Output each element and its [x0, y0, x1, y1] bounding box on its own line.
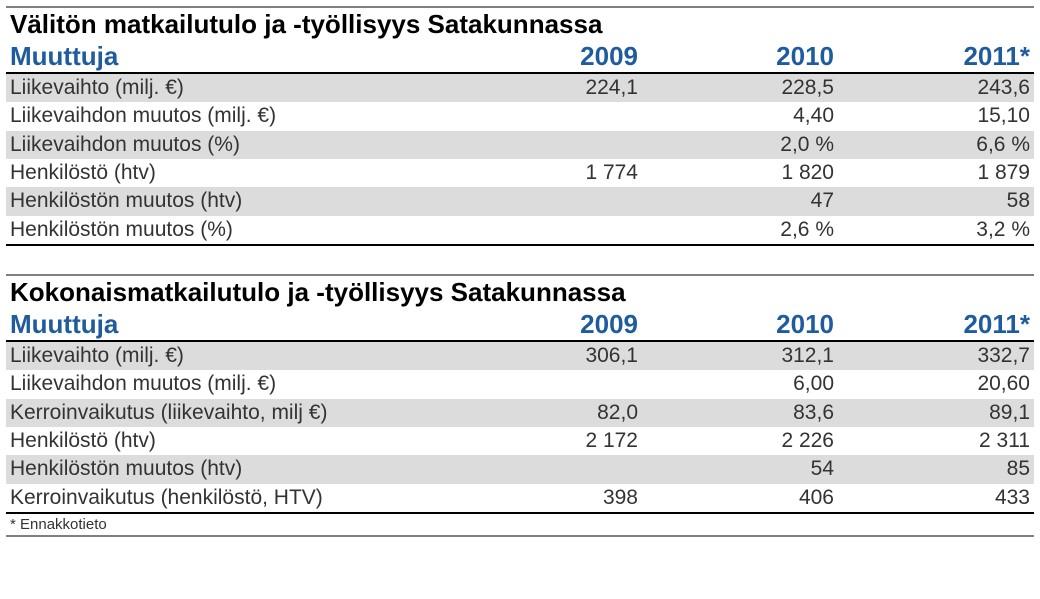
row-value: 1 774 [446, 159, 642, 187]
row-value: 82,0 [446, 399, 642, 427]
section-total-tourism-income: Kokonaismatkailutulo ja -työllisyys Sata… [6, 274, 1034, 537]
row-value [446, 187, 642, 215]
table-row: Henkilöstön muutos (htv) 54 85 [6, 455, 1034, 483]
table-row: Henkilöstön muutos (%) 2,6 % 3,2 % [6, 216, 1034, 244]
row-label: Liikevaihdon muutos (milj. €) [6, 102, 446, 130]
row-value: 54 [642, 455, 838, 483]
row-value: 6,00 [642, 370, 838, 398]
table-row: Liikevaihdon muutos (milj. €) 6,00 20,60 [6, 370, 1034, 398]
row-label: Kerroinvaikutus (liikevaihto, milj €) [6, 399, 446, 427]
row-label: Liikevaihto (milj. €) [6, 74, 446, 102]
row-value: 20,60 [838, 370, 1034, 398]
row-value: 224,1 [446, 74, 642, 102]
section2-year-header-2009: 2009 [446, 309, 642, 340]
row-label: Henkilöstö (htv) [6, 427, 446, 455]
row-label: Kerroinvaikutus (henkilöstö, HTV) [6, 484, 446, 512]
section1-variable-header: Muuttuja [6, 41, 446, 72]
section2-title: Kokonaismatkailutulo ja -työllisyys Sata… [6, 274, 1034, 309]
table-row: Henkilöstö (htv) 2 172 2 226 2 311 [6, 427, 1034, 455]
row-label: Henkilöstön muutos (htv) [6, 455, 446, 483]
section-direct-tourism-income: Välitön matkailutulo ja -työllisyys Sata… [6, 6, 1034, 274]
table-row: Henkilöstö (htv) 1 774 1 820 1 879 [6, 159, 1034, 187]
section2-header-row: Muuttuja 2009 2010 2011* [6, 309, 1034, 342]
row-label: Liikevaihto (milj. €) [6, 342, 446, 370]
row-value [446, 216, 642, 244]
section2-variable-header: Muuttuja [6, 309, 446, 340]
section1-year-header-2011: 2011* [838, 41, 1034, 72]
row-value: 3,2 % [838, 216, 1034, 244]
section1-year-header-2010: 2010 [642, 41, 838, 72]
row-value: 306,1 [446, 342, 642, 370]
row-value: 58 [838, 187, 1034, 215]
row-value: 433 [838, 484, 1034, 512]
table-row: Liikevaihto (milj. €) 306,1 312,1 332,7 [6, 342, 1034, 370]
row-value: 406 [642, 484, 838, 512]
section1-year-header-2009: 2009 [446, 41, 642, 72]
row-value [446, 455, 642, 483]
row-value: 1 820 [642, 159, 838, 187]
row-value [446, 102, 642, 130]
table-row: Kerroinvaikutus (liikevaihto, milj €) 82… [6, 399, 1034, 427]
row-value: 243,6 [838, 74, 1034, 102]
table-row: Liikevaihdon muutos (milj. €) 4,40 15,10 [6, 102, 1034, 130]
table-row: Liikevaihdon muutos (%) 2,0 % 6,6 % [6, 131, 1034, 159]
table-row: Henkilöstön muutos (htv) 47 58 [6, 187, 1034, 215]
row-value: 2 311 [838, 427, 1034, 455]
table-row: Kerroinvaikutus (henkilöstö, HTV) 398 40… [6, 484, 1034, 512]
row-value: 2,6 % [642, 216, 838, 244]
row-value: 4,40 [642, 102, 838, 130]
row-value [446, 131, 642, 159]
row-label: Liikevaihdon muutos (%) [6, 131, 446, 159]
spacer-row [6, 244, 1034, 274]
row-value: 2 172 [446, 427, 642, 455]
section2-year-header-2011: 2011* [838, 309, 1034, 340]
footnote: * Ennakkotieto [6, 512, 1034, 537]
section1-header-row: Muuttuja 2009 2010 2011* [6, 41, 1034, 74]
row-value: 2 226 [642, 427, 838, 455]
section2-year-header-2010: 2010 [642, 309, 838, 340]
row-value: 89,1 [838, 399, 1034, 427]
row-label: Henkilöstön muutos (htv) [6, 187, 446, 215]
row-value: 83,6 [642, 399, 838, 427]
row-label: Henkilöstö (htv) [6, 159, 446, 187]
row-value: 6,6 % [838, 131, 1034, 159]
section1-title: Välitön matkailutulo ja -työllisyys Sata… [6, 6, 1034, 41]
row-value: 1 879 [838, 159, 1034, 187]
row-value: 312,1 [642, 342, 838, 370]
row-value: 47 [642, 187, 838, 215]
row-label: Henkilöstön muutos (%) [6, 216, 446, 244]
row-value: 332,7 [838, 342, 1034, 370]
row-value: 228,5 [642, 74, 838, 102]
row-value [446, 370, 642, 398]
row-value: 85 [838, 455, 1034, 483]
row-value: 398 [446, 484, 642, 512]
row-value: 15,10 [838, 102, 1034, 130]
row-value: 2,0 % [642, 131, 838, 159]
row-label: Liikevaihdon muutos (milj. €) [6, 370, 446, 398]
table-row: Liikevaihto (milj. €) 224,1 228,5 243,6 [6, 74, 1034, 102]
